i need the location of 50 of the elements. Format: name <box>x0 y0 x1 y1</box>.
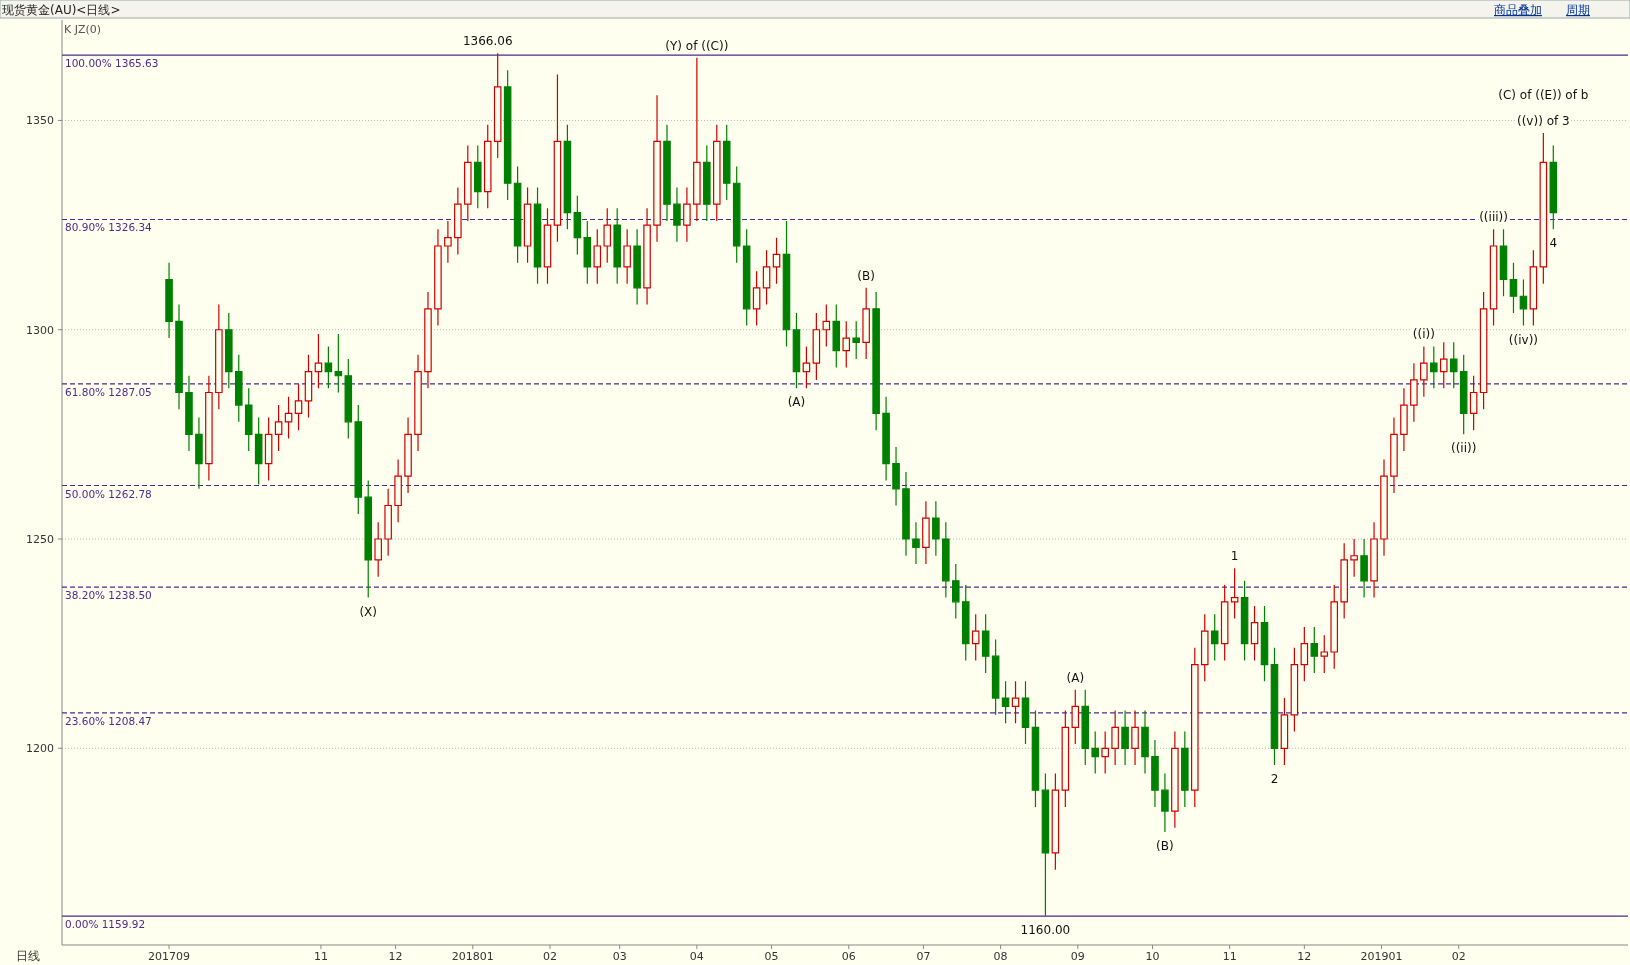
annotation: 1 <box>1230 549 1239 564</box>
x-tick-label: 06 <box>841 950 856 963</box>
text: 周期 <box>1566 3 1590 17</box>
x-tick-label: 02 <box>1451 950 1466 963</box>
annotation: 1366.06 <box>462 34 513 49</box>
annotation: 2 <box>1270 772 1279 787</box>
annotation: 4 <box>1549 236 1558 251</box>
x-tick-label: 02 <box>542 950 557 963</box>
x-tick-label: 03 <box>612 950 627 963</box>
y-tick-label: 1350 <box>26 114 54 128</box>
ref-line-label: 80.90% 1326.34 <box>65 221 153 234</box>
x-tick-label: 201709 <box>148 950 191 963</box>
x-tick-label: 12 <box>388 950 403 963</box>
x-tick-label: 05 <box>764 950 779 963</box>
ref-line-label: 50.00% 1262.78 <box>65 487 152 500</box>
annotation: ((iv)) <box>1508 332 1539 347</box>
ref-line-label: 61.80% 1287.05 <box>65 385 152 398</box>
y-tick-label: 1300 <box>26 323 54 337</box>
annotation: (B) <box>857 268 875 283</box>
annotation: (A) <box>787 395 806 410</box>
x-tick-label: 12 <box>1297 950 1312 963</box>
x-tick-label: 201801 <box>451 950 494 963</box>
x-tick-label: 11 <box>313 950 328 963</box>
x-tick-label: 09 <box>1070 950 1085 963</box>
ref-line-label: 23.60% 1208.47 <box>65 714 152 727</box>
x-tick-label: 07 <box>916 950 931 963</box>
annotation: ((i)) <box>1412 327 1435 342</box>
chart-subtitle: K JZ(0) <box>64 23 102 36</box>
ref-line-label: 100.00% 1365.63 <box>65 57 159 70</box>
x-axis-title: 日线 <box>16 949 40 963</box>
ref-line-label: 38.20% 1238.50 <box>65 589 152 602</box>
annotation: ((ii)) <box>1450 441 1477 456</box>
annotation: ((v)) of 3 <box>1517 114 1570 129</box>
text: 商品叠加 <box>1494 3 1542 17</box>
x-tick-label: 201901 <box>1360 950 1403 963</box>
annotation: (C) of ((E)) of b <box>1498 88 1589 103</box>
chart-title: 现货黄金(AU)<日线> <box>2 3 121 17</box>
x-tick-label: 04 <box>689 950 704 963</box>
annotation: 1160.00 <box>1020 922 1071 937</box>
annotation: (X) <box>359 604 378 619</box>
annotation: (A) <box>1066 670 1085 685</box>
y-tick-label: 1200 <box>26 742 54 756</box>
x-tick-label: 10 <box>1145 950 1160 963</box>
ref-line-label: 0.00% 1159.92 <box>65 918 146 931</box>
annotation: ((iii)) <box>1479 210 1508 225</box>
annotation: (B) <box>1156 838 1174 853</box>
x-tick-label: 11 <box>1222 950 1237 963</box>
annotation: (Y) of ((C)) <box>665 38 729 53</box>
y-tick-label: 1250 <box>26 533 54 546</box>
x-tick-label: 08 <box>993 950 1008 963</box>
